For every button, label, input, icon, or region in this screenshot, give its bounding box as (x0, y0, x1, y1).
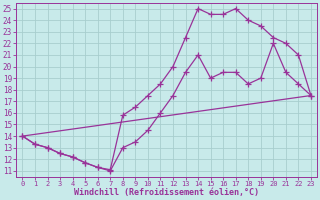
X-axis label: Windchill (Refroidissement éolien,°C): Windchill (Refroidissement éolien,°C) (74, 188, 259, 197)
